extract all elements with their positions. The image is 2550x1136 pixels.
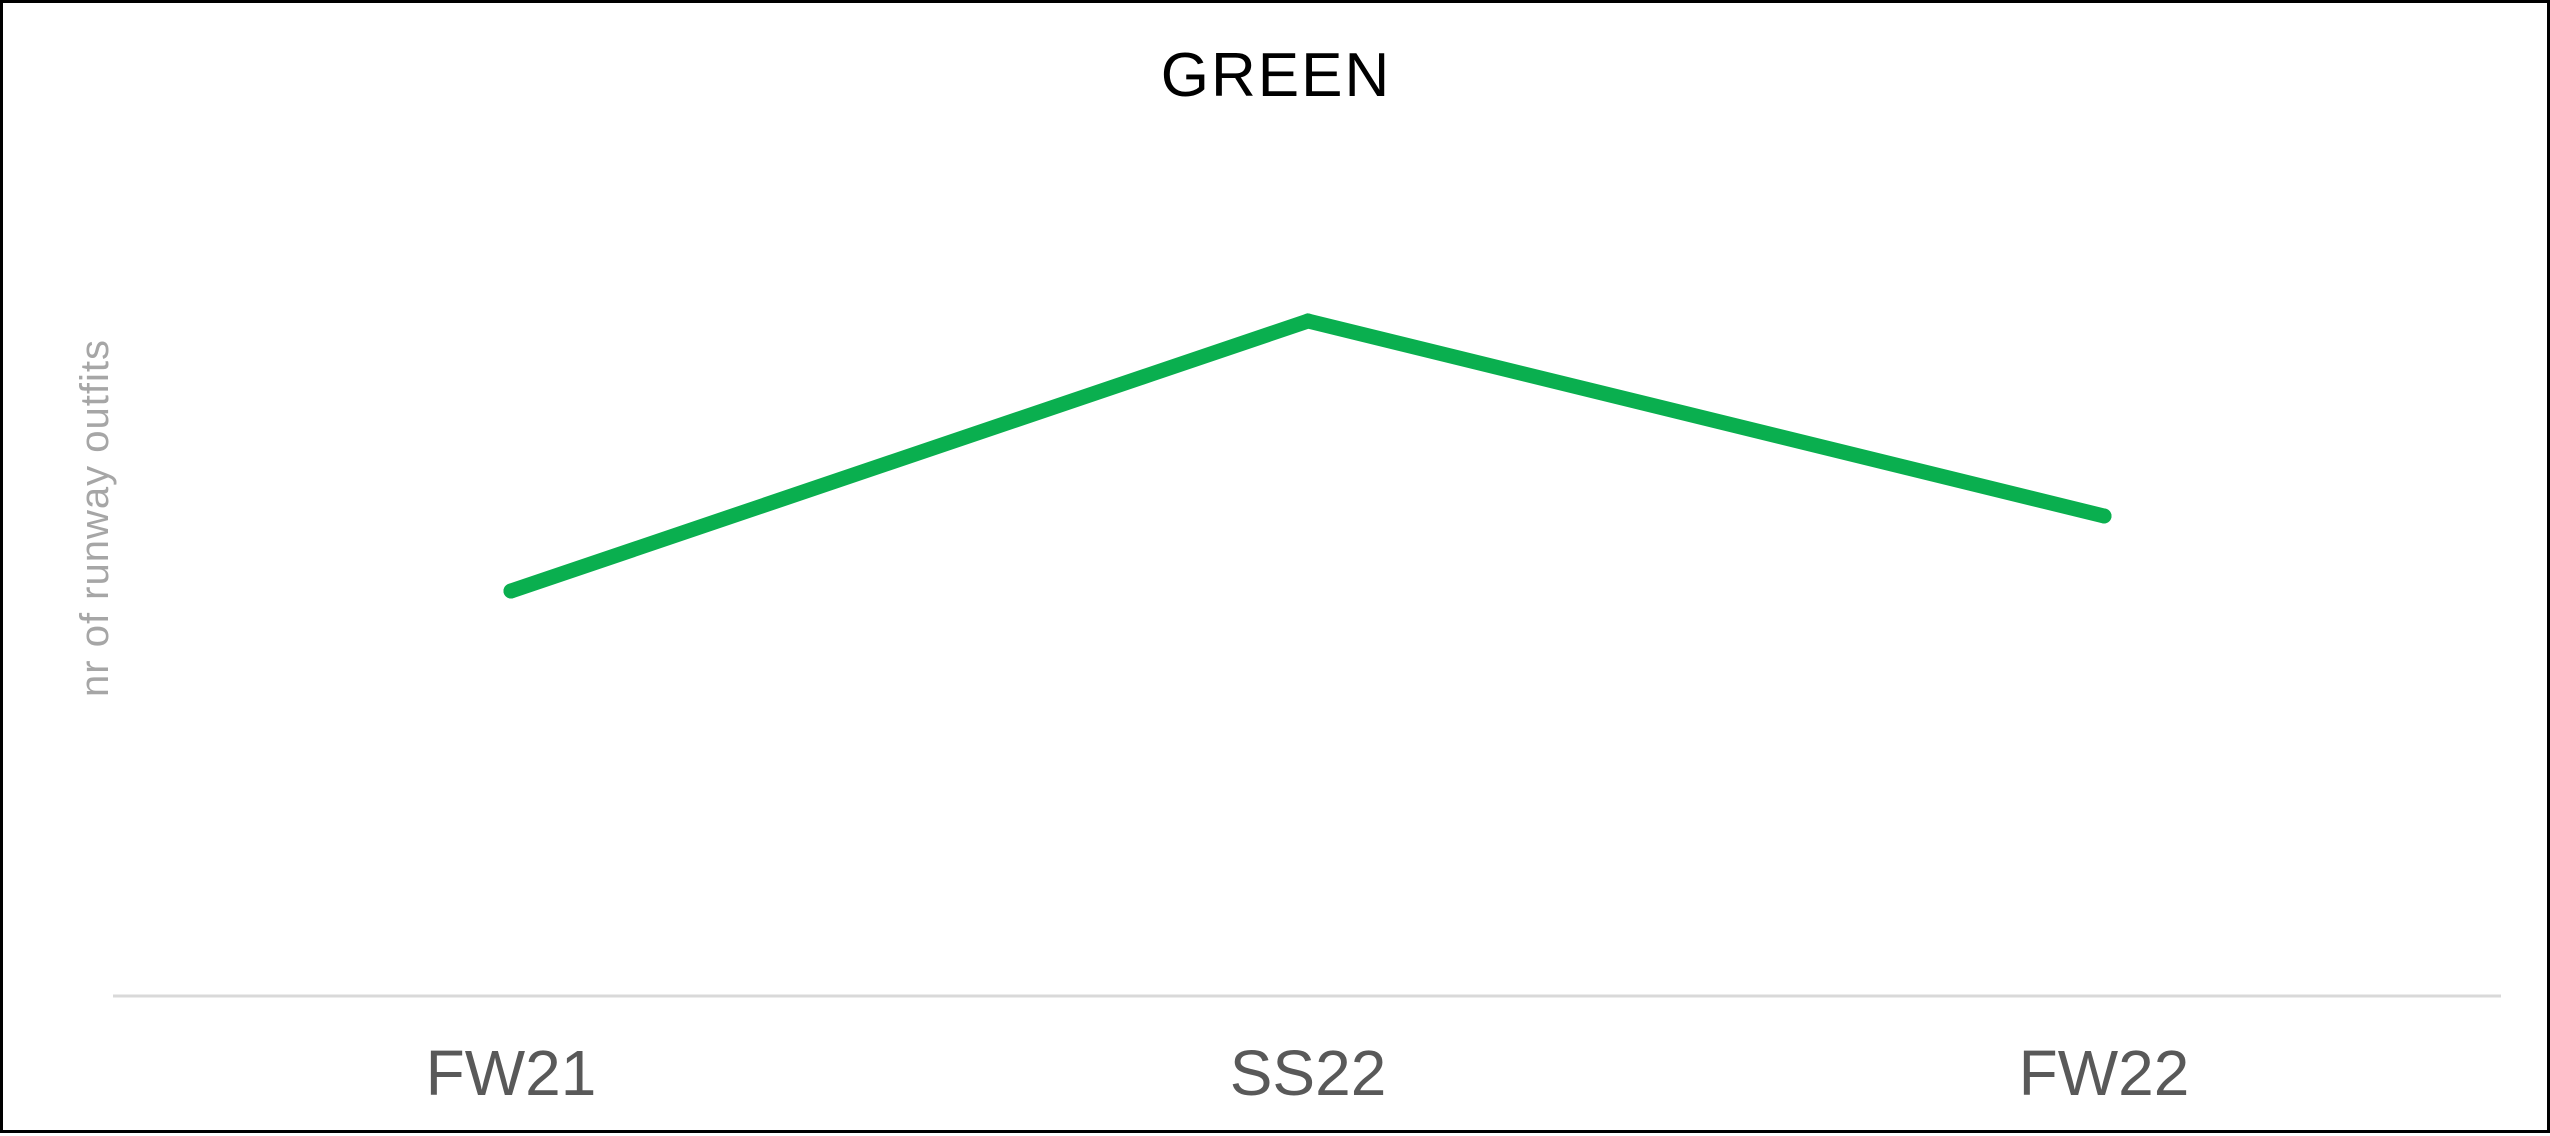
series-line: [503, 313, 2112, 599]
data-point-fw22: [2096, 508, 2112, 524]
line-chart: GREEN nr of runway outfits FW21 SS22 FW22: [73, 41, 2501, 1109]
x-tick-label-fw21: FW21: [426, 1037, 597, 1109]
y-axis-label: nr of runway outfits: [73, 339, 117, 697]
data-point-ss22: [1300, 313, 1316, 329]
x-tick-label-fw22: FW22: [2019, 1037, 2190, 1109]
series-layer: [503, 313, 2112, 599]
data-point-fw21: [503, 583, 519, 599]
x-tick-labels: FW21 SS22 FW22: [426, 1037, 2190, 1109]
x-tick-label-ss22: SS22: [1230, 1037, 1387, 1109]
chart-title: GREEN: [1161, 41, 1391, 110]
